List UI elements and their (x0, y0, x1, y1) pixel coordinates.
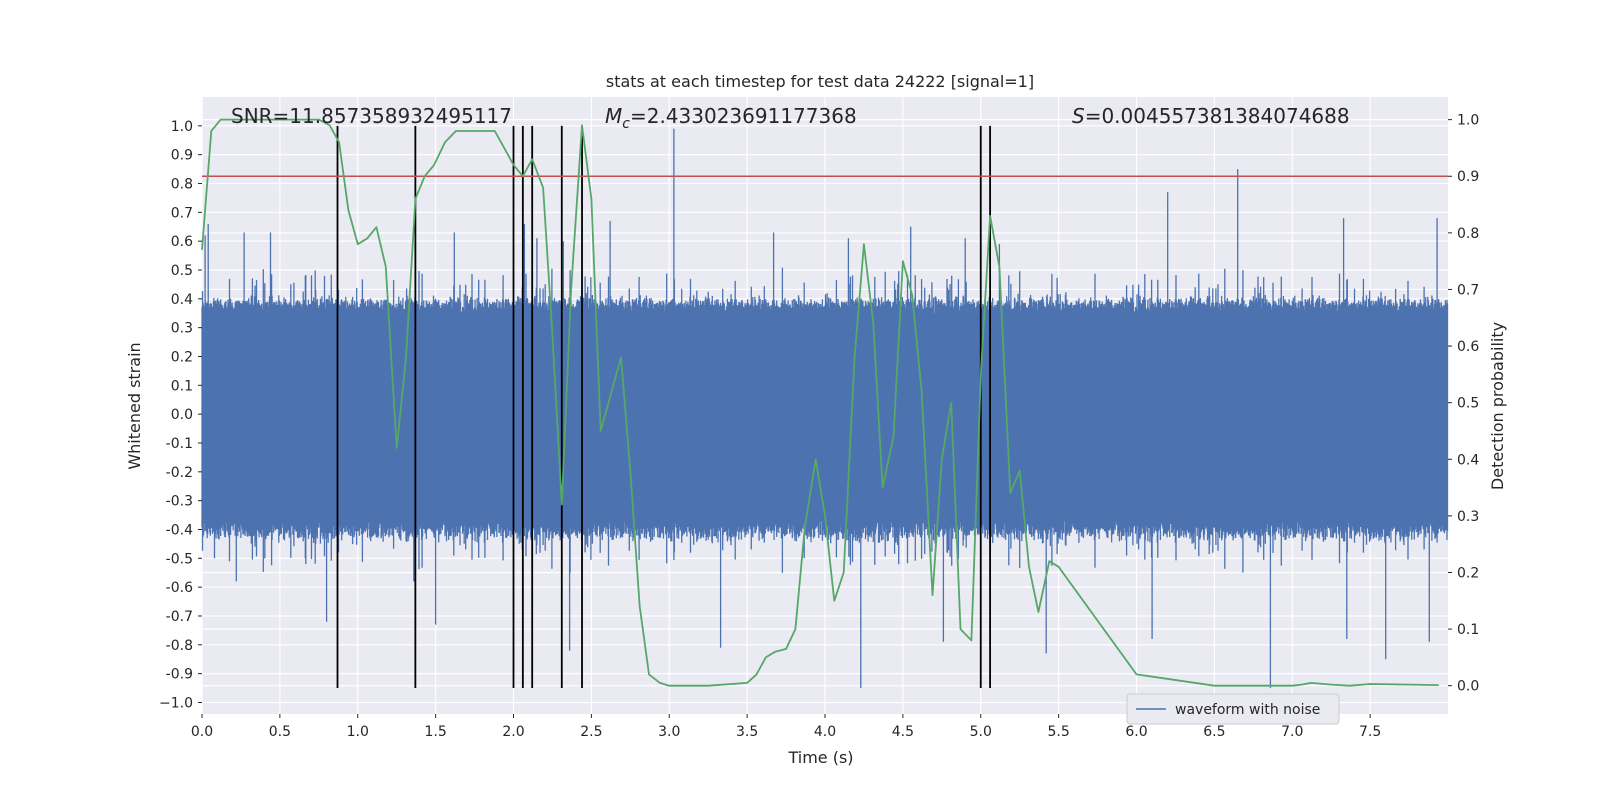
chirp-mass-subscript: c (622, 116, 630, 132)
y-right-tick-label: 0.7 (1457, 282, 1479, 298)
y-left-tick-label: -0.8 (166, 638, 193, 654)
y-axis-left-ticks: 1.0 0.9 0.8 0.7 0.6 0.5 0.4 0.3 0.2 0.1 0.0 -0.1 -0.… (159, 119, 202, 711)
x-tick-label: 4.5 (892, 724, 914, 740)
waveform-line (201, 128, 1449, 689)
y-axis-right-label: Detection probability (1488, 322, 1507, 490)
y-right-tick-label: 0.0 (1457, 679, 1479, 695)
x-tick-label: 1.0 (347, 724, 369, 740)
y-right-tick-label: 0.4 (1457, 452, 1479, 468)
y-left-tick-label: 0.7 (171, 205, 193, 221)
x-tick-label: 3.0 (658, 724, 680, 740)
x-tick-label: 6.5 (1203, 724, 1225, 740)
y-right-tick-label: 0.6 (1457, 339, 1479, 355)
x-tick-label: 6.0 (1125, 724, 1147, 740)
x-axis-ticks: 0.0 0.5 1.0 1.5 2.0 2.5 3.0 3.5 4.0 4.5 5.0 5.5 6.0 6… (191, 714, 1381, 740)
x-tick-label: 0.0 (191, 724, 213, 740)
waveform-series (201, 128, 1449, 689)
y-left-tick-label: -0.9 (166, 667, 193, 683)
y-axis-left-label: Whitened strain (125, 342, 144, 469)
y-right-tick-label: 1.0 (1457, 113, 1479, 129)
y-left-tick-label: -0.3 (166, 494, 193, 510)
probability-series (201, 118, 1439, 687)
x-tick-label: 3.5 (736, 724, 758, 740)
y-right-tick-label: 0.5 (1457, 396, 1479, 412)
y-left-tick-label: 0.2 (171, 349, 193, 365)
x-axis-label: Time (s) (787, 748, 853, 767)
y-right-tick-label: 0.1 (1457, 622, 1479, 638)
legend: waveform with noise (1126, 693, 1340, 725)
y-axis-right-ticks: 1.0 0.9 0.8 0.7 0.6 0.5 0.4 0.3 0.2 0.1 0.0 (1448, 113, 1479, 695)
y-left-tick-label: -0.4 (166, 522, 193, 538)
y-left-tick-label: 1.0 (171, 119, 193, 135)
snr-stat: SNR=11.857358932495117 (231, 104, 512, 128)
y-left-tick-label: 0.0 (171, 407, 193, 423)
y-left-tick-label: 0.1 (171, 378, 193, 394)
y-left-tick-label: 0.3 (171, 321, 193, 337)
x-tick-label: 1.5 (424, 724, 446, 740)
chirp-mass-value: =2.433023691177368 (630, 104, 857, 128)
y-right-tick-label: 0.2 (1457, 565, 1479, 581)
chart-title: stats at each timestep for test data 242… (606, 72, 1034, 91)
x-tick-label: 4.0 (814, 724, 836, 740)
x-tick-label: 5.5 (1047, 724, 1069, 740)
x-tick-label: 2.5 (580, 724, 602, 740)
y-left-tick-label: -0.7 (166, 609, 193, 625)
y-left-tick-label: 0.4 (171, 292, 193, 308)
x-tick-label: 0.5 (269, 724, 291, 740)
x-tick-label: 7.0 (1281, 724, 1303, 740)
y-right-tick-label: 0.3 (1457, 509, 1479, 525)
s-symbol: S (1072, 104, 1085, 128)
y-left-tick-label: -0.6 (166, 580, 193, 596)
x-tick-label: 7.5 (1359, 724, 1381, 740)
y-left-tick-label: 0.9 (171, 148, 193, 164)
y-left-tick-label: -0.5 (166, 551, 193, 567)
detection-markers (336, 125, 991, 689)
probability-line (201, 118, 1439, 687)
y-left-tick-label: −1.0 (159, 695, 193, 711)
s-stat: S=0.004557381384074688 (1072, 104, 1350, 128)
y-right-tick-label: 0.8 (1457, 226, 1479, 242)
legend-label: waveform with noise (1175, 702, 1320, 718)
y-left-tick-label: 0.6 (171, 234, 193, 250)
chirp-mass-symbol: M (605, 104, 622, 128)
y-left-tick-label: 0.5 (171, 263, 193, 279)
y-right-tick-label: 0.9 (1457, 169, 1479, 185)
y-left-tick-label: 0.8 (171, 176, 193, 192)
legend-box (1126, 693, 1340, 725)
x-tick-label: 2.0 (502, 724, 524, 740)
y-left-tick-label: -0.1 (166, 436, 193, 452)
chirp-mass-stat: Mc=2.433023691177368 (605, 104, 857, 132)
y-left-tick-label: -0.2 (166, 465, 193, 481)
x-tick-label: 5.0 (970, 724, 992, 740)
s-value: =0.004557381384074688 (1085, 104, 1350, 128)
